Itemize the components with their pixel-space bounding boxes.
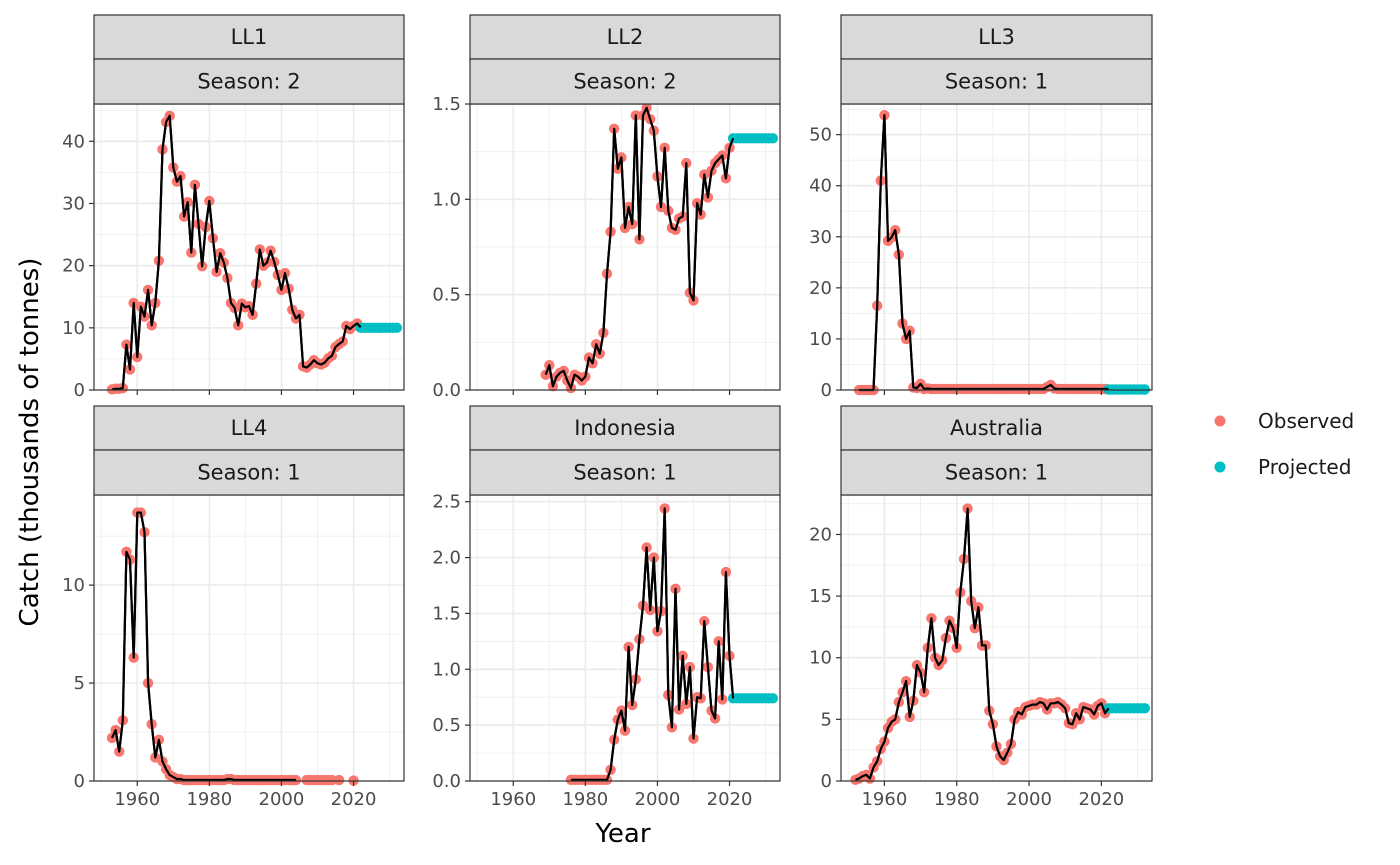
observed-point xyxy=(333,774,345,786)
plot-background xyxy=(94,495,404,781)
strip-season xyxy=(469,58,781,105)
strip-fishery xyxy=(840,405,1153,451)
y-tick-label: 5 xyxy=(74,673,85,694)
y-tick-label: 0.0 xyxy=(432,771,461,792)
y-tick-label: 0 xyxy=(74,771,85,792)
strip-season xyxy=(469,449,781,496)
projected-point xyxy=(767,133,778,144)
plot-background xyxy=(470,495,780,781)
legend-key-projected xyxy=(1214,461,1226,473)
observed-point xyxy=(540,369,551,380)
strip-fishery-label: LL3 xyxy=(978,25,1015,49)
x-tick-label: 2020 xyxy=(1078,789,1124,810)
y-tick-label: 10 xyxy=(809,648,832,669)
projected-point xyxy=(1139,703,1150,714)
legend-label-projected: Projected xyxy=(1258,455,1351,479)
strip-season-label: Season: 1 xyxy=(945,461,1048,485)
strip-fishery xyxy=(469,405,781,451)
strip-season xyxy=(840,58,1153,105)
strip-season xyxy=(93,58,405,105)
x-tick-label: 1960 xyxy=(114,789,160,810)
panel-indonesia: Indonesia Season: 1 0.0 0.5 1.0 1.5 2.0 2.5 1960… xyxy=(432,405,781,810)
y-tick-label: 0.0 xyxy=(432,380,461,401)
y-tick-label: 10 xyxy=(62,318,85,339)
strip-fishery-label: Indonesia xyxy=(574,416,676,440)
strip-season-label: Season: 1 xyxy=(945,70,1048,94)
strip-fishery-label: LL1 xyxy=(231,25,268,49)
series-line-overlay xyxy=(111,114,362,391)
projected-point xyxy=(767,693,778,704)
plot-background xyxy=(94,104,404,390)
y-tick-label: 40 xyxy=(809,176,832,197)
panel-ll4: LL4 Season: 1 0 5 10 1960 1980 2000 2020 xyxy=(62,405,405,810)
strip-season xyxy=(93,449,405,496)
strip-fishery-label: LL2 xyxy=(607,25,644,49)
y-tick-label: 30 xyxy=(809,227,832,248)
strip-season-label: Season: 1 xyxy=(197,461,300,485)
y-tick-label: 1.0 xyxy=(432,189,461,210)
series-line-overlay xyxy=(859,114,1109,392)
strip-season xyxy=(840,449,1153,496)
series-line-overlay xyxy=(855,507,1110,781)
panel-ll1: LL1 Season: 2 0 10 20 30 40 xyxy=(62,14,405,401)
series-line-overlay xyxy=(570,507,735,781)
x-tick-label: 2020 xyxy=(331,789,377,810)
y-tick-label: 40 xyxy=(62,131,85,152)
y-tick-label: 50 xyxy=(809,125,832,146)
strip-fishery-label: Australia xyxy=(950,416,1043,440)
strip-season-label: Season: 2 xyxy=(573,70,676,94)
y-tick-label: 15 xyxy=(809,586,832,607)
y-tick-label: 0 xyxy=(821,380,832,401)
x-tick-label: 2000 xyxy=(635,789,681,810)
strip-season-label: Season: 1 xyxy=(573,461,676,485)
x-tick-label: 2020 xyxy=(707,789,753,810)
y-axis-title: Catch (thousands of tonnes) xyxy=(15,258,45,627)
plot-background xyxy=(841,495,1152,781)
y-tick-label: 1.5 xyxy=(432,603,461,624)
y-tick-label: 30 xyxy=(62,193,85,214)
panel-australia: Australia Season: 1 0 5 10 15 20 1960 1980 2000 20… xyxy=(809,405,1153,810)
x-tick-label: 2000 xyxy=(259,789,305,810)
series-line-overlay xyxy=(111,511,296,782)
y-tick-label: 2.5 xyxy=(432,492,461,513)
y-tick-label: 1.5 xyxy=(432,94,461,115)
y-tick-label: 0 xyxy=(821,771,832,792)
y-tick-label: 0.5 xyxy=(432,715,461,736)
y-tick-label: 5 xyxy=(821,709,832,730)
x-tick-label: 1960 xyxy=(861,789,907,810)
panel-ll2: LL2 Season: 2 0.0 0.5 1.0 1.5 xyxy=(432,14,781,401)
y-tick-label: 10 xyxy=(62,575,85,596)
y-tick-label: 20 xyxy=(809,524,832,545)
y-tick-label: 0 xyxy=(74,380,85,401)
y-tick-label: 10 xyxy=(809,329,832,350)
x-tick-label: 1960 xyxy=(490,789,536,810)
projected-point xyxy=(391,322,402,334)
y-tick-label: 2.0 xyxy=(432,548,461,569)
x-tick-label: 1980 xyxy=(562,789,608,810)
series-line-overlay xyxy=(544,106,735,390)
y-tick-label: 20 xyxy=(62,256,85,277)
x-tick-label: 1980 xyxy=(934,789,980,810)
legend-key-observed xyxy=(1214,415,1226,427)
legend-label-observed: Observed xyxy=(1258,409,1354,433)
observed-point xyxy=(326,774,338,786)
y-tick-label: 20 xyxy=(809,278,832,299)
y-tick-label: 1.0 xyxy=(432,659,461,680)
plot-background xyxy=(841,104,1152,390)
x-axis-title: Year xyxy=(594,819,650,849)
strip-fishery xyxy=(469,14,781,60)
legend: Observed Projected xyxy=(1214,409,1354,479)
x-tick-label: 1980 xyxy=(186,789,232,810)
panel-ll3: LL3 Season: 1 0 10 20 30 40 50 xyxy=(809,14,1153,401)
y-tick-label: 0.5 xyxy=(432,285,461,306)
strip-season-label: Season: 2 xyxy=(197,70,300,94)
strip-fishery-label: LL4 xyxy=(231,416,268,440)
x-tick-label: 2000 xyxy=(1006,789,1052,810)
